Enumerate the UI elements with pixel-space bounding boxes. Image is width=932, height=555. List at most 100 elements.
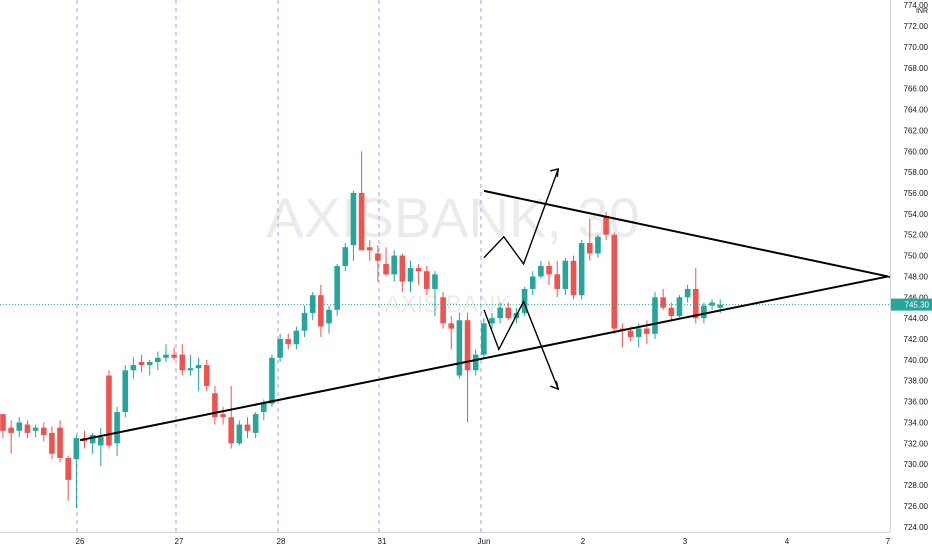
candle-up xyxy=(301,312,308,331)
candle-up xyxy=(342,247,349,266)
price-tick-label: 768.00 xyxy=(904,64,929,73)
symbol-watermark: AXISBANK, 30 xyxy=(266,186,640,249)
breakout-down-path[interactable] xyxy=(483,299,559,390)
candle-down xyxy=(228,417,234,444)
candle-down xyxy=(611,234,618,329)
candle-down xyxy=(375,253,381,261)
candle-up xyxy=(98,437,104,446)
price-tick-label: 774.00 xyxy=(904,1,929,10)
candle-up xyxy=(163,354,169,358)
candle-up xyxy=(432,274,438,289)
candle-down xyxy=(49,432,55,454)
candle-up xyxy=(73,438,80,459)
current-price-label: 745.30 xyxy=(905,301,930,310)
price-tick-label: 740.00 xyxy=(904,356,929,365)
candle-down xyxy=(244,424,251,431)
candle-down xyxy=(212,393,218,418)
candle-up xyxy=(497,307,503,319)
price-tick-label: 748.00 xyxy=(904,272,929,281)
candle-down xyxy=(358,192,365,251)
price-tick-label: 754.00 xyxy=(904,210,929,219)
candle-up xyxy=(652,297,658,334)
candle-up xyxy=(293,330,300,345)
candle-down xyxy=(448,323,455,329)
candle-down xyxy=(603,215,609,235)
candle-up xyxy=(595,236,601,254)
date-tick-label: 31 xyxy=(378,537,387,546)
price-axis-panel[interactable] xyxy=(890,0,932,532)
price-tick-label: 752.00 xyxy=(904,231,929,240)
candle-up xyxy=(122,370,129,413)
price-tick-label: 772.00 xyxy=(904,22,929,31)
price-tick-label: 724.00 xyxy=(904,523,929,532)
price-tick-label: 744.00 xyxy=(904,314,929,323)
price-tick-label: 734.00 xyxy=(904,418,929,427)
price-tick-label: 730.00 xyxy=(904,460,929,469)
candle-down xyxy=(138,361,145,366)
candle-up xyxy=(701,305,707,319)
candle-down xyxy=(424,271,430,289)
candle-down xyxy=(179,354,186,371)
candle-down xyxy=(660,297,666,308)
candle-up xyxy=(236,424,243,444)
candle-down xyxy=(0,414,6,431)
candle-down xyxy=(171,354,177,358)
candle-up xyxy=(472,354,479,371)
date-tick-label: 28 xyxy=(277,537,286,546)
price-tick-label: 756.00 xyxy=(904,189,929,198)
candle-up xyxy=(252,414,259,433)
candle-up xyxy=(146,361,153,366)
breakout-up-path[interactable] xyxy=(483,168,559,266)
arrowhead-up xyxy=(550,168,560,178)
candle-up xyxy=(521,288,528,313)
candle-down xyxy=(203,365,210,386)
candle-up xyxy=(709,302,715,306)
candle-down xyxy=(106,375,112,446)
date-tick-label: 4 xyxy=(785,537,790,546)
currency-label: INR xyxy=(916,8,928,15)
candle-up xyxy=(326,309,332,324)
date-tick-label: Jun xyxy=(478,537,491,546)
candle-up xyxy=(334,266,340,310)
price-tick-label: 758.00 xyxy=(904,168,929,177)
price-tick-label: 728.00 xyxy=(904,481,929,490)
candle-up xyxy=(407,268,414,282)
price-tick-label: 746.00 xyxy=(904,293,929,302)
candle-up xyxy=(456,320,463,376)
candle-down xyxy=(505,307,512,319)
time-axis-panel[interactable] xyxy=(0,532,932,550)
lower-trendline[interactable] xyxy=(79,275,889,442)
candle-up xyxy=(529,276,536,289)
candle-up xyxy=(114,412,120,444)
candle-up xyxy=(538,266,544,277)
price-tick-label: 732.00 xyxy=(904,439,929,448)
candle-down xyxy=(627,330,634,337)
candle-down xyxy=(692,288,699,319)
candle-up xyxy=(562,260,569,289)
date-tick-label: 3 xyxy=(683,537,688,546)
candle-down xyxy=(440,297,446,324)
price-tick-label: 736.00 xyxy=(904,398,929,407)
candle-up xyxy=(309,295,316,313)
candle-up xyxy=(676,297,683,317)
date-tick-label: 27 xyxy=(175,537,184,546)
candle-up xyxy=(261,403,267,413)
candle-down xyxy=(399,255,406,282)
candle-down xyxy=(546,266,552,275)
price-tick-label: 750.00 xyxy=(904,252,929,261)
candle-up xyxy=(350,192,357,246)
candle-down xyxy=(668,307,675,317)
candle-up xyxy=(269,357,275,404)
candle-down xyxy=(318,295,324,327)
candle-up xyxy=(195,365,202,369)
candle-up xyxy=(717,304,723,308)
candle-down xyxy=(554,274,560,289)
date-tick-label: 26 xyxy=(76,537,85,546)
candle-up xyxy=(481,323,487,355)
upper-trendline[interactable] xyxy=(483,189,889,278)
candle-down xyxy=(40,427,47,435)
price-tick-label: 770.00 xyxy=(904,43,929,52)
